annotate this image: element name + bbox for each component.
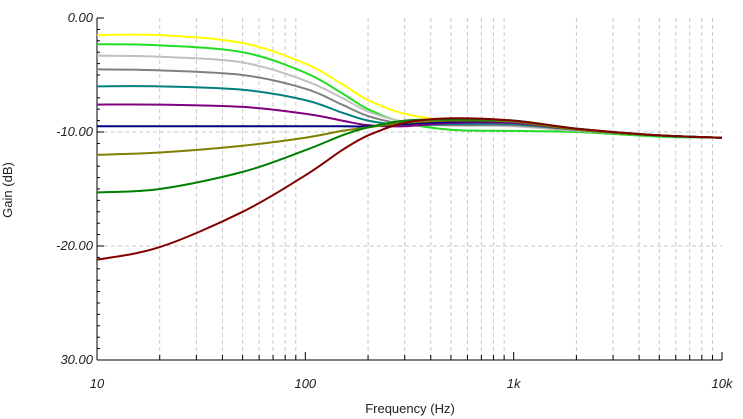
axes bbox=[96, 17, 723, 361]
y-axis-title: Gain (dB) bbox=[0, 162, 15, 218]
y-tick-label: 0.00 bbox=[68, 10, 94, 25]
x-tick-label: 10k bbox=[712, 376, 734, 391]
y-tick-label: -10.00 bbox=[56, 124, 94, 139]
y-tick-label: -20.00 bbox=[56, 238, 94, 253]
series-line-10 bbox=[96, 117, 723, 261]
tick-labels: 0.00 -10.00 -20.00 30.00 10 100 1k 10k bbox=[56, 10, 734, 391]
x-tick-label: 100 bbox=[294, 376, 316, 391]
y-tick-label: 30.00 bbox=[60, 352, 93, 367]
x-tick-label: 1k bbox=[507, 376, 522, 391]
x-tick-label: 10 bbox=[90, 376, 105, 391]
series-group bbox=[96, 33, 723, 261]
x-axis-title: Frequency (Hz) bbox=[365, 401, 455, 416]
